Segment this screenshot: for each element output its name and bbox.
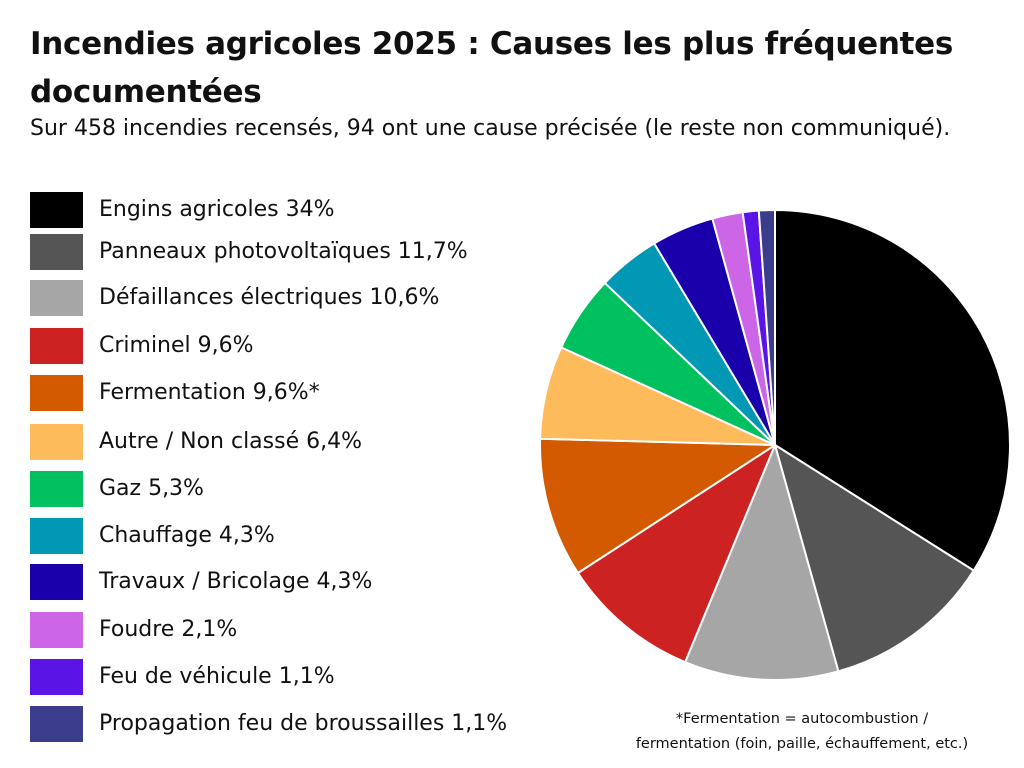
- footnote-line-2: fermentation (foin, paille, échauffement…: [635, 736, 969, 752]
- legend-swatch: [30, 471, 83, 507]
- legend-label: Feu de véhicule 1,1%: [99, 664, 335, 689]
- legend-swatch: [30, 280, 83, 316]
- legend-item: Criminel 9,6%: [30, 328, 590, 368]
- chart-title: Incendies agricoles 2025 : Causes les pl…: [30, 26, 954, 110]
- footnote-line-1: *Fermentation = autocombustion /: [675, 711, 929, 727]
- legend-label: Travaux / Bricolage 4,3%: [99, 569, 373, 594]
- legend-label: Propagation feu de broussailles 1,1%: [99, 711, 508, 736]
- pie-slice: [576, 444, 776, 664]
- pie-chart: [539, 209, 1011, 681]
- pie-slice: [539, 437, 776, 574]
- legend-item: Fermentation 9,6%*: [30, 375, 590, 415]
- legend-label: Défaillances électriques 10,6%: [99, 285, 440, 310]
- legend-item: Défaillances électriques 10,6%: [30, 280, 590, 320]
- legend-label: Chauffage 4,3%: [99, 523, 275, 548]
- legend-swatch: [30, 659, 83, 695]
- legend-item: Foudre 2,1%: [30, 612, 590, 652]
- legend-swatch: [30, 706, 83, 742]
- legend-swatch: [30, 234, 83, 270]
- pie-slice: [774, 209, 1011, 572]
- legend-item: Chauffage 4,3%: [30, 518, 590, 558]
- legend-swatch: [30, 564, 83, 600]
- legend-swatch: [30, 375, 83, 411]
- chart-subtitle: Sur 458 incendies recensés, 94 ont une c…: [30, 116, 951, 141]
- legend-label: Autre / Non classé 6,4%: [99, 429, 363, 454]
- legend-item: Travaux / Bricolage 4,3%: [30, 564, 590, 604]
- pie-slice: [684, 444, 840, 681]
- legend-item: Propagation feu de broussailles 1,1%: [30, 706, 590, 746]
- legend-item: Engins agricoles 34%: [30, 192, 590, 232]
- legend-label: Engins agricoles 34%: [99, 197, 335, 222]
- legend-item: Gaz 5,3%: [30, 471, 590, 511]
- legend-label: Gaz 5,3%: [99, 476, 204, 501]
- legend-label: Panneaux photovoltaïques 11,7%: [99, 239, 468, 264]
- legend-item: Panneaux photovoltaïques 11,7%: [30, 234, 590, 274]
- legend-swatch: [30, 612, 83, 648]
- legend-label: Fermentation 9,6%*: [99, 380, 320, 405]
- legend-item: Feu de véhicule 1,1%: [30, 659, 590, 699]
- pie-slice: [757, 209, 776, 446]
- legend-item: Autre / Non classé 6,4%: [30, 424, 590, 464]
- legend-label: Foudre 2,1%: [99, 617, 238, 642]
- footnote: *Fermentation = autocombustion / ferment…: [596, 707, 1008, 757]
- pie-slice: [774, 444, 975, 673]
- legend-swatch: [30, 328, 83, 364]
- legend-swatch: [30, 424, 83, 460]
- legend-label: Criminel 9,6%: [99, 333, 254, 358]
- legend-swatch: [30, 518, 83, 554]
- legend-swatch: [30, 192, 83, 228]
